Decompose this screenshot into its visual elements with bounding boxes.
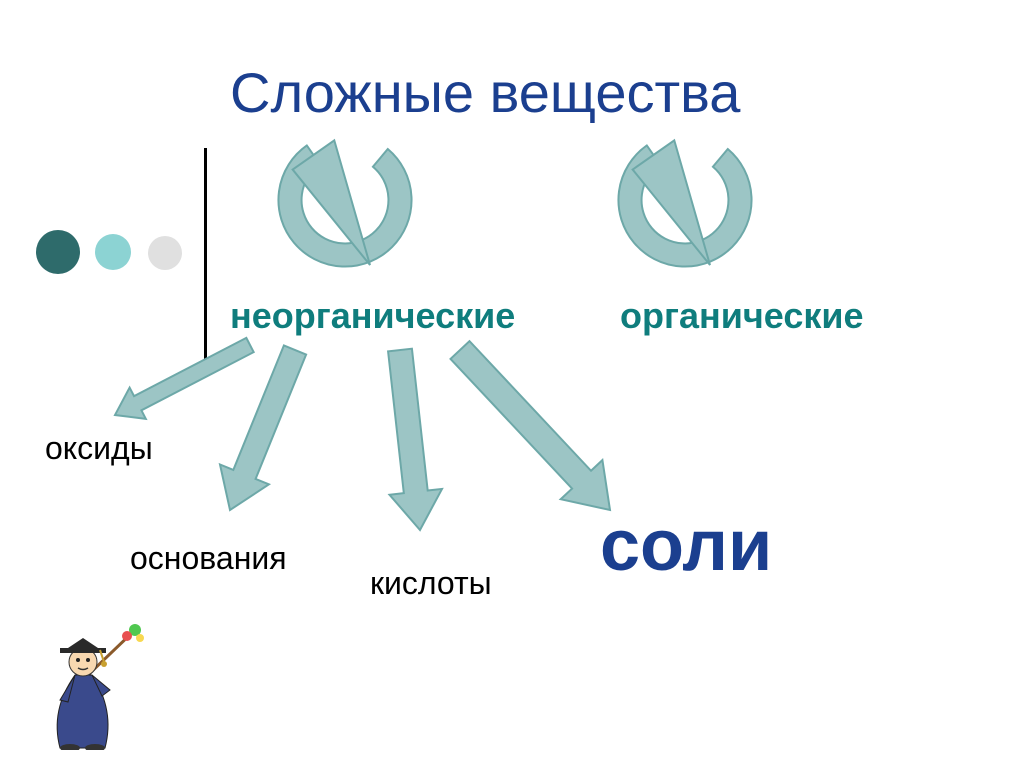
arrow-to-salts [0,0,1024,767]
mascot-professor-icon [30,620,150,750]
